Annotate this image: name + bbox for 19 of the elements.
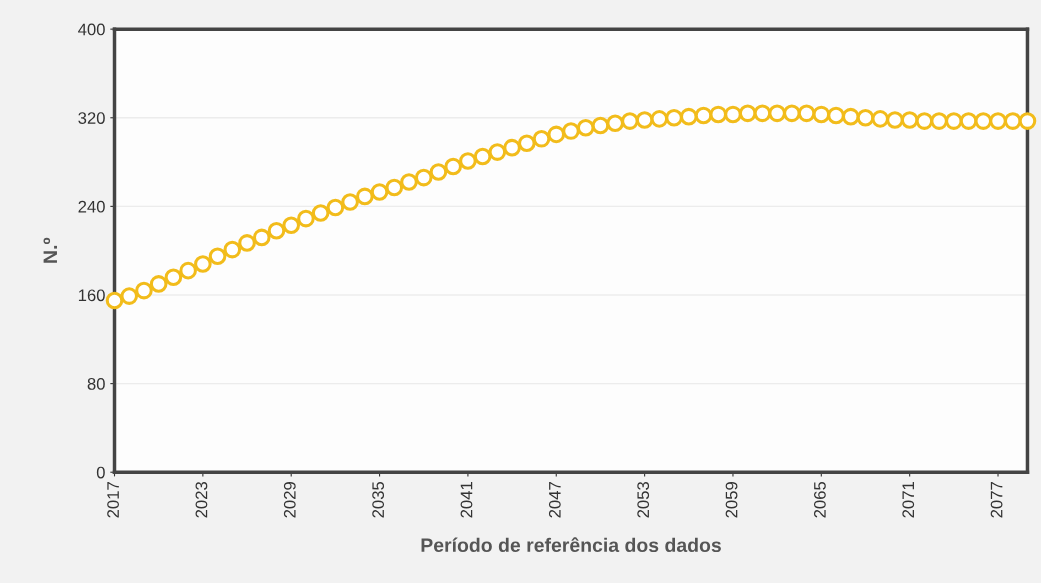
y-tick-label: 320 [78,112,105,124]
x-tick-label: 2047 [548,482,561,518]
x-tick-label: 2071 [902,482,915,518]
y-tick-label: 160 [78,289,105,302]
y-tick-label: 0 [96,466,105,479]
y-axis-title: N.º [43,237,57,263]
x-tick-label: 2065 [813,481,826,518]
x-tick-label: 2023 [195,481,208,518]
y-tick-label: 240 [78,200,105,213]
x-tick-label: 2041 [460,482,473,518]
x-tick-label: 2029 [283,482,296,518]
x-axis-title: Período de referência dos dados [421,537,721,553]
y-tick-label: 400 [78,23,105,36]
y-tick-label: 80 [87,378,105,390]
x-tick-label: 2017 [107,482,119,518]
x-tick-label: 2077 [990,482,1003,518]
x-tick-label: 2053 [637,481,650,518]
x-tick-label: 2059 [725,482,738,518]
x-tick-label: 2035 [372,481,385,518]
